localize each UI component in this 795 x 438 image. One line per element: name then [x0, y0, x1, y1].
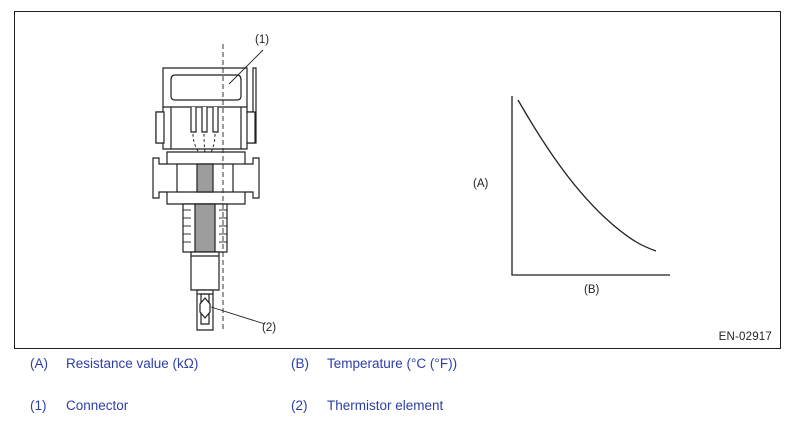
legend-text-2: Thermistor element: [327, 398, 444, 413]
legend-text-b: Temperature (°C (°F)): [327, 356, 458, 371]
thermistor-tip: [190, 251, 220, 331]
figure-code: EN-02917: [718, 331, 772, 343]
legend-row: (A) Resistance value (kΩ) (B) Temperatur…: [14, 356, 781, 382]
threaded-shank: [182, 203, 228, 253]
sensor-body: [152, 151, 260, 205]
legend-key-1: (1): [30, 398, 47, 413]
resistance-temperature-graph: [511, 96, 670, 276]
legend-text-a: Resistance value (kΩ): [66, 356, 199, 371]
legend-key-2: (2): [291, 398, 308, 413]
callout-label-1: (1): [255, 34, 270, 46]
illustration-canvas: [152, 44, 670, 331]
figure-frame: (1) (2) (A) (B) EN-02917: [14, 11, 781, 349]
graph-y-axis-label: (A): [473, 178, 489, 190]
callout-leaders: [210, 44, 266, 330]
legend-row: (1) Connector (2) Thermistor element: [14, 398, 781, 424]
graph-x-axis-label: (B): [584, 284, 600, 296]
legend-key-a: (A): [30, 356, 48, 371]
legend-key-b: (B): [291, 356, 309, 371]
callout-label-2: (2): [262, 322, 277, 334]
legend: (A) Resistance value (kΩ) (B) Temperatur…: [14, 356, 781, 432]
connector-terminals: [190, 107, 219, 133]
legend-text-1: Connector: [66, 398, 129, 413]
